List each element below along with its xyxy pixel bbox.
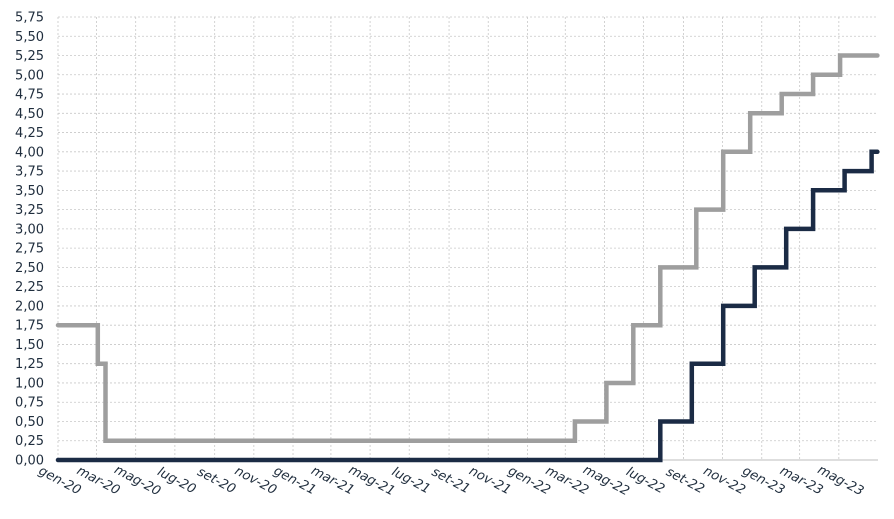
y-tick-label: 2,50 [15, 261, 44, 276]
series-line-1 [55, 53, 880, 443]
x-tick-label: lug-20 [155, 465, 199, 498]
y-tick-label: 2,00 [15, 299, 44, 314]
y-tick-label: 5,50 [15, 30, 44, 45]
y-tick-label: 0,00 [15, 454, 44, 469]
x-tick-label: nov-21 [466, 464, 513, 498]
y-tick-label: 3,50 [15, 184, 44, 199]
y-tick-label: 5,00 [15, 68, 44, 83]
x-tick-label: nov-20 [232, 464, 279, 498]
y-tick-label: 0,75 [15, 396, 44, 411]
y-tick-label: 5,75 [15, 11, 44, 26]
y-tick-label: 4,25 [15, 126, 44, 141]
y-tick-label: 1,50 [15, 338, 44, 353]
y-tick-label: 4,00 [15, 145, 44, 160]
y-tick-label: 2,25 [15, 280, 44, 295]
x-tick-label: set-21 [429, 465, 472, 498]
x-tick-label: set-22 [663, 465, 706, 498]
x-tick-label: mag-21 [346, 463, 397, 500]
y-tick-label: 4,50 [15, 107, 44, 122]
y-tick-label: 3,25 [15, 203, 44, 218]
x-axis: gen-20mar-20mag-20lug-20set-20nov-20gen-… [36, 463, 866, 500]
x-tick-label: nov-22 [701, 464, 748, 498]
x-tick-label: set-20 [195, 465, 238, 498]
y-tick-label: 3,75 [15, 165, 44, 180]
series-group [55, 53, 880, 463]
x-tick-label: lug-21 [389, 465, 433, 498]
y-tick-label: 5,25 [15, 49, 44, 64]
x-tick-label: gen-20 [36, 464, 83, 499]
x-tick-label: mag-22 [580, 463, 631, 500]
y-tick-label: 1,75 [15, 319, 44, 334]
grid [57, 16, 878, 461]
y-tick-label: 0,50 [15, 415, 44, 430]
x-tick-label: gen-22 [505, 464, 552, 499]
y-axis: 0,00 0,25 0,50 0,75 1,00 1,25 1,50 1,75 2,00 2,25… [15, 11, 44, 469]
y-tick-label: 2,75 [15, 242, 44, 257]
y-tick-label: 3,00 [15, 222, 44, 237]
y-tick-label: 1,25 [15, 357, 44, 372]
x-tick-label: gen-23 [740, 464, 787, 499]
series-line-2 [55, 149, 880, 463]
x-tick-label: gen-21 [271, 464, 318, 499]
x-tick-label: mag-20 [112, 463, 163, 500]
x-tick-label: lug-22 [623, 465, 667, 498]
y-tick-label: 1,00 [15, 376, 44, 391]
y-tick-label: 0,25 [15, 434, 44, 449]
y-tick-label: 4,75 [15, 88, 44, 103]
x-tick-label: mag-23 [815, 463, 866, 500]
